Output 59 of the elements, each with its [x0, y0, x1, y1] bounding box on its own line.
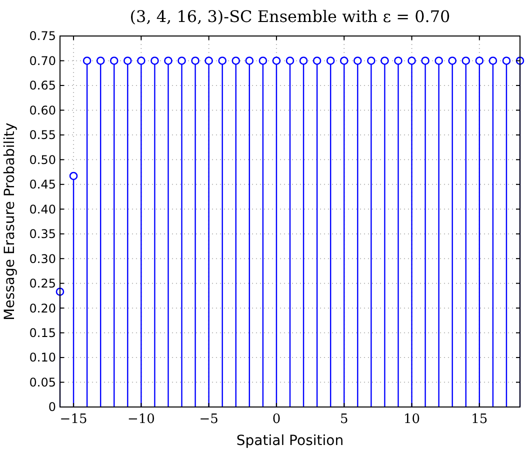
point: [178, 56, 186, 65]
point: [110, 56, 118, 65]
point: [394, 56, 402, 65]
y-tick-label: 0.20: [29, 301, 56, 316]
point: [367, 56, 376, 65]
chart-title: (3, 4, 16, 3)-SC Ensemble with ε = 0.70: [130, 7, 450, 26]
point: [502, 56, 511, 65]
x-tick-label: 5: [340, 412, 348, 427]
point: [137, 56, 146, 65]
point: [218, 56, 227, 65]
x-axis-title: Spatial Position: [236, 433, 344, 449]
y-tick-label: 0.25: [29, 276, 56, 291]
y-tick-label: 0.75: [29, 29, 56, 44]
point: [82, 56, 92, 65]
point: [150, 56, 159, 65]
point: [299, 56, 308, 65]
y-tick-label: 0.10: [29, 350, 56, 365]
y-tick-label: 0.60: [29, 103, 56, 118]
point: [448, 56, 457, 65]
y-tick-label: 0.30: [29, 252, 56, 266]
point: [380, 56, 389, 65]
point: [204, 56, 213, 65]
point: [286, 56, 294, 65]
x-tick-label: 0: [272, 412, 281, 427]
x-tick-label: −5: [199, 412, 218, 427]
point: [123, 56, 132, 65]
point: [340, 56, 348, 65]
point: [353, 56, 362, 65]
y-axis-title: Message Erasure Probability: [2, 122, 18, 320]
point: [408, 56, 416, 65]
x-tick-label: 15: [471, 412, 488, 427]
point: [245, 56, 254, 65]
y-tick-label: 0: [48, 400, 56, 414]
point: [272, 56, 281, 65]
point: [475, 56, 484, 65]
point: [191, 56, 200, 65]
point: [312, 56, 322, 65]
point: [326, 56, 335, 65]
y-tick-label: 0.40: [29, 202, 56, 216]
point: [164, 56, 172, 65]
y-tick-label: 0.45: [29, 178, 56, 192]
x-tick-label: −15: [60, 412, 88, 427]
point: [421, 56, 430, 65]
point: [232, 56, 240, 65]
y-tick-label: 0.65: [29, 78, 56, 93]
point: [96, 56, 105, 65]
point: [462, 56, 470, 65]
y-tick-label: 0.55: [29, 128, 56, 142]
x-tick-label: 10: [403, 412, 420, 427]
y-tick-label: 0.35: [29, 227, 56, 242]
point: [258, 56, 268, 65]
point: [434, 56, 443, 65]
x-tick-label: −10: [127, 412, 155, 427]
y-tick-label: 0.05: [29, 375, 56, 390]
point: [488, 56, 498, 65]
point: [69, 172, 78, 180]
y-tick-label: 0.15: [29, 326, 56, 340]
y-tick-label: 0.70: [29, 54, 56, 68]
y-tick-label: 0.50: [29, 152, 56, 167]
